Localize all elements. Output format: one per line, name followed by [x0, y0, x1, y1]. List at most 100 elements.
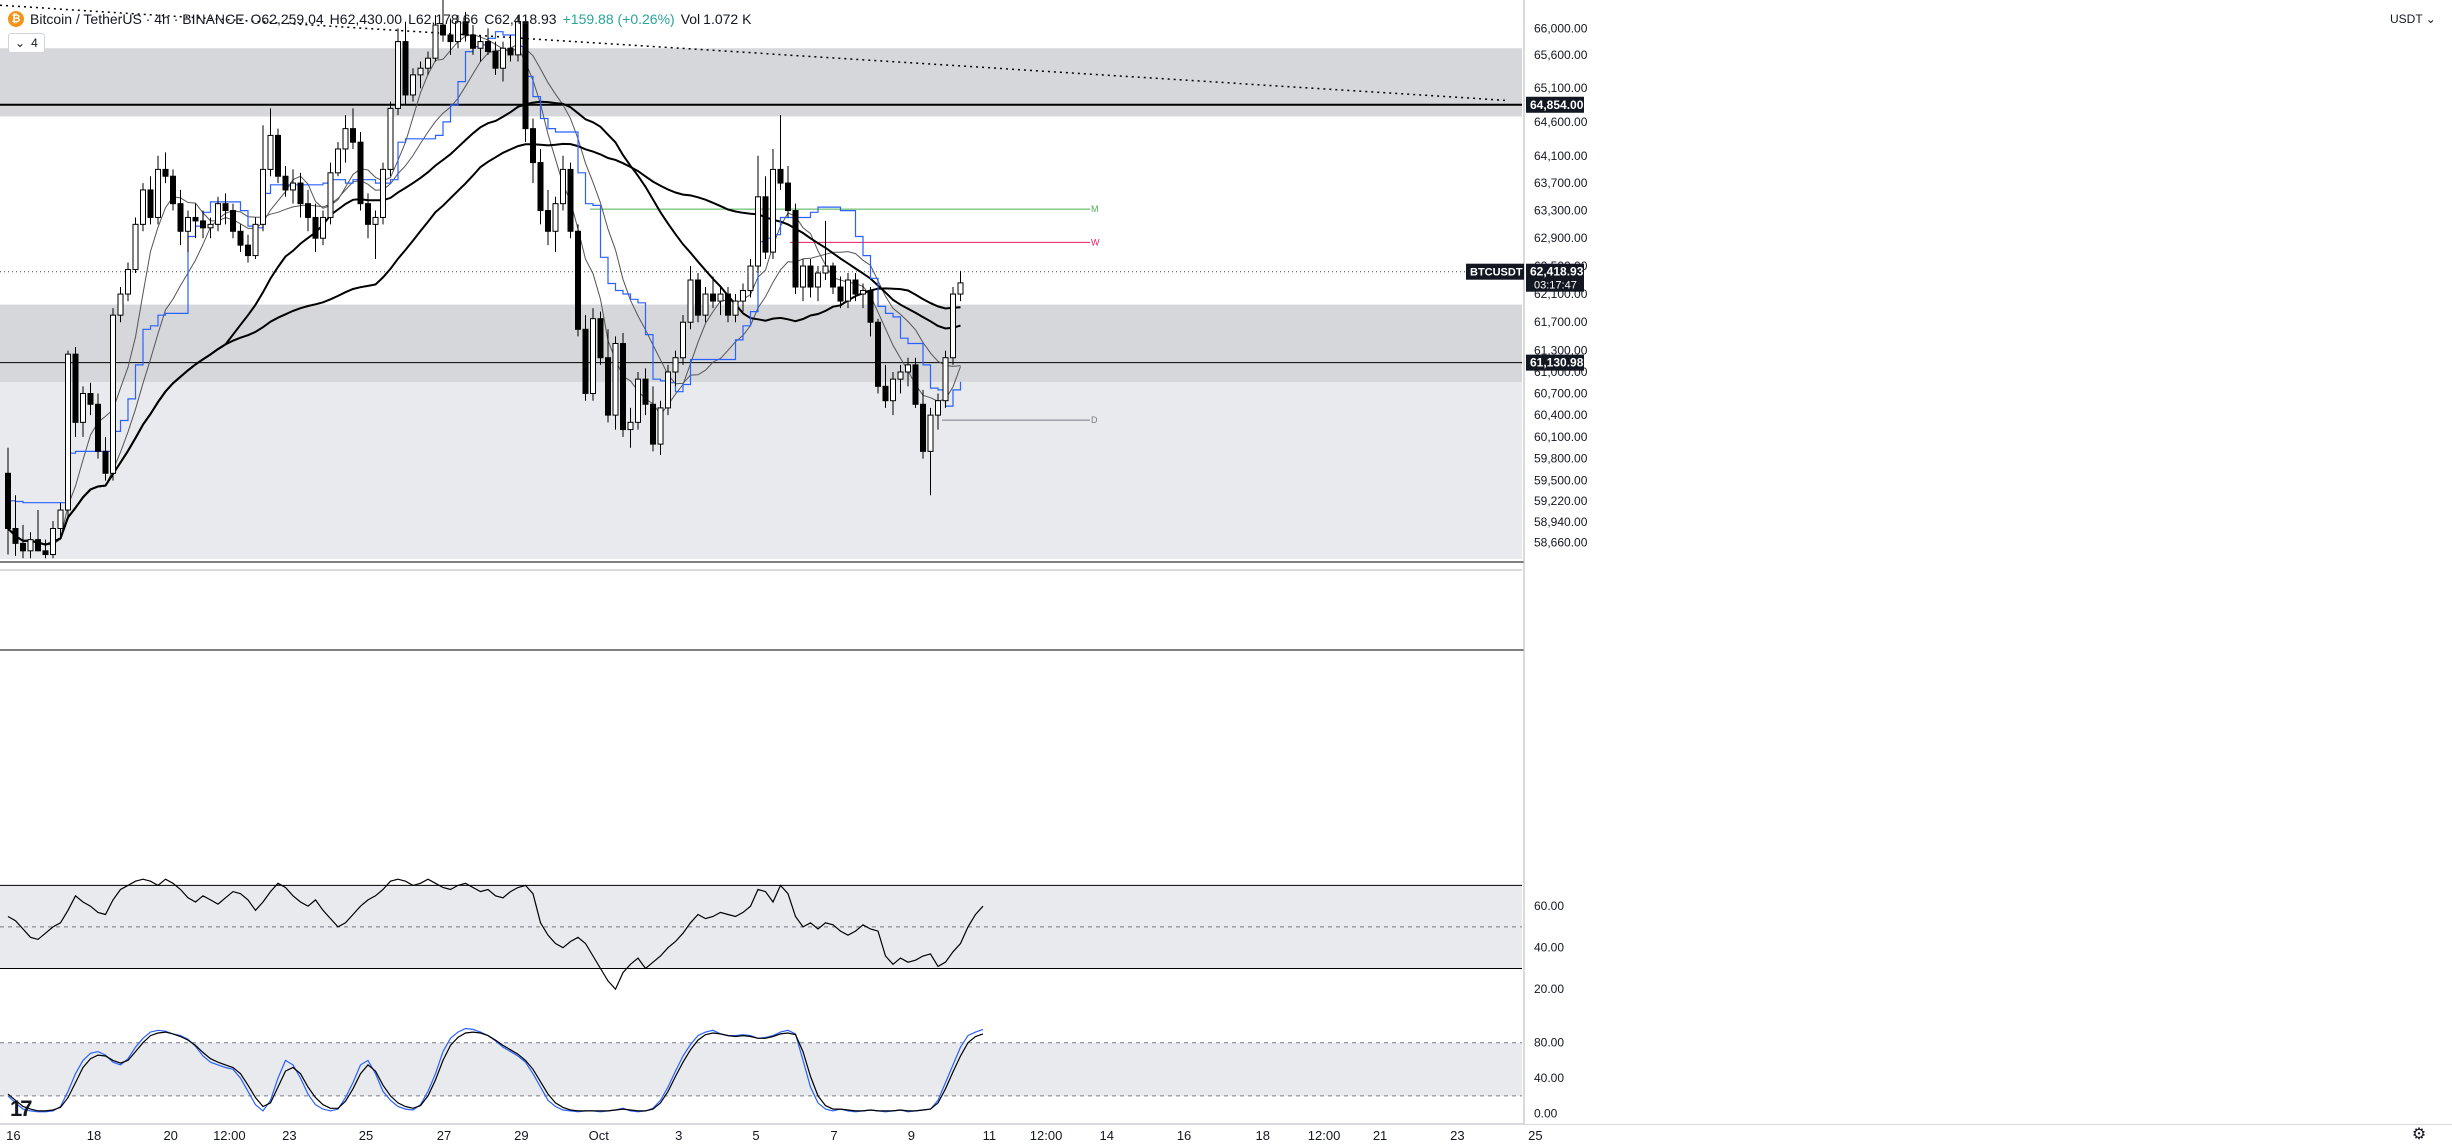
- candle-body: [605, 357, 611, 416]
- candle: [222, 193, 229, 225]
- price-axis: [1524, 0, 2452, 1124]
- candle: [770, 148, 776, 260]
- candle-body: [515, 21, 521, 56]
- candle-body: [702, 293, 709, 316]
- candle: [27, 532, 34, 559]
- candle-body: [117, 293, 124, 316]
- candle: [567, 162, 574, 239]
- candle-body: [627, 421, 634, 431]
- candle-body: [837, 286, 844, 302]
- candle: [440, 0, 446, 42]
- legend-low: 62,178.66: [415, 11, 479, 27]
- candle: [477, 34, 484, 62]
- candle: [117, 287, 124, 323]
- candle: [530, 118, 536, 184]
- candle: [327, 162, 334, 225]
- candle: [515, 15, 521, 62]
- candle: [425, 51, 431, 75]
- time-tick-label: Oct: [589, 1128, 610, 1143]
- candle: [822, 220, 829, 281]
- stoch-d-line: [7, 1031, 984, 1112]
- time-tick-label: 7: [830, 1128, 837, 1143]
- price-tick-label: 66,000.00: [1534, 21, 1588, 35]
- candle: [110, 308, 116, 481]
- candle: [177, 189, 184, 246]
- time-tick-label: 5: [752, 1128, 759, 1143]
- candle-body: [140, 189, 146, 225]
- time-tick-label: 18: [87, 1128, 101, 1143]
- time-tick-label: 12:00: [213, 1128, 246, 1143]
- candle: [162, 152, 169, 184]
- candle-body: [680, 321, 686, 359]
- candle: [702, 287, 709, 323]
- candle: [432, 15, 439, 62]
- candle-body: [635, 378, 641, 423]
- candle: [305, 189, 311, 232]
- candle: [335, 142, 341, 177]
- chevron-down-icon: ⌄: [15, 36, 26, 50]
- candle: [492, 41, 499, 75]
- candle-body: [590, 318, 596, 395]
- candle-body: [477, 41, 484, 49]
- candle-body: [567, 168, 574, 232]
- candle: [470, 25, 476, 55]
- time-tick-label: 11: [983, 1128, 997, 1143]
- price-tick-label: 59,800.00: [1534, 452, 1588, 466]
- candle: [125, 262, 131, 302]
- candle: [267, 108, 274, 177]
- candle-body: [920, 403, 926, 452]
- stoch-tick-label: 40.00: [1534, 1071, 1564, 1085]
- indicators-toggle-button[interactable]: ⌄ 4: [8, 33, 45, 53]
- ma-long-line: [7, 142, 961, 546]
- price-tick-label: 64,100.00: [1534, 149, 1588, 163]
- candle-body: [185, 216, 191, 232]
- candle: [612, 336, 619, 430]
- candle-body: [927, 414, 934, 452]
- price-tick-label: 63,300.00: [1534, 204, 1588, 218]
- price-tick-label: 58,940.00: [1534, 515, 1588, 529]
- candle-body: [5, 472, 11, 530]
- legend-change: +159.88 (+0.26%): [562, 11, 675, 27]
- gear-icon[interactable]: ⚙: [2411, 1126, 2427, 1143]
- symbol-label: BTCUSDT: [1470, 267, 1523, 279]
- candle: [282, 165, 289, 197]
- candle-body: [890, 378, 896, 402]
- candle-body: [665, 371, 671, 409]
- candle: [710, 276, 716, 309]
- level-label-d: D: [1091, 415, 1098, 425]
- candle: [65, 350, 71, 518]
- candle-body: [230, 210, 236, 232]
- price-tick-label: 60,700.00: [1534, 387, 1588, 401]
- symbol-label-box: [1466, 263, 1524, 280]
- candle: [762, 176, 769, 260]
- candle: [237, 224, 244, 253]
- candle-body: [867, 290, 874, 323]
- candle-body: [387, 107, 394, 170]
- tradingview-logo-icon[interactable]: 17: [10, 1096, 33, 1121]
- candle-body: [110, 314, 116, 474]
- candle: [147, 176, 154, 225]
- candle: [410, 68, 416, 102]
- candle: [650, 386, 656, 452]
- price-tick-label: 64,600.00: [1534, 115, 1588, 129]
- candle: [875, 318, 881, 394]
- candle-body: [372, 216, 379, 225]
- candle: [260, 125, 266, 232]
- candle: [102, 436, 109, 481]
- price-tick-label: 65,600.00: [1534, 48, 1588, 62]
- candle-body: [335, 148, 341, 174]
- candle-body: [545, 210, 551, 232]
- legend-close-label: C: [484, 11, 495, 27]
- price-zone: [0, 304, 1522, 383]
- candle: [635, 371, 641, 430]
- ma-medium-line: [7, 43, 961, 546]
- legend-low-label: L: [408, 11, 416, 27]
- candle: [95, 393, 101, 459]
- candle: [350, 108, 356, 149]
- currency-selector[interactable]: USDT ⌄: [2384, 8, 2448, 30]
- candle: [80, 386, 86, 437]
- time-tick-label: 21: [1373, 1128, 1387, 1143]
- symbol-title[interactable]: Bitcoin / TetherUS · 4h · BINANCE: [30, 11, 245, 27]
